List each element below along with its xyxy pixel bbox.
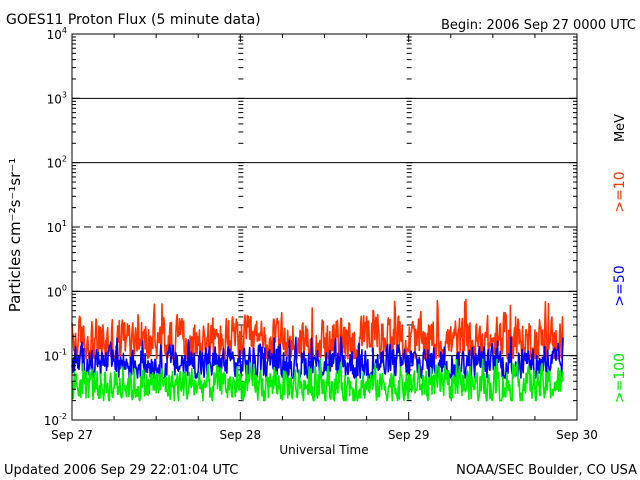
updated-time: Updated 2006 Sep 29 22:01:04 UTC — [4, 463, 238, 478]
y-axis-title: Particles cm⁻²s⁻¹sr⁻¹ — [6, 158, 24, 312]
legend-series-ge100: >=100 — [612, 353, 628, 403]
x-tick-label-0: Sep 27 — [51, 428, 93, 442]
y-tick-label-1: 103 — [47, 90, 67, 106]
y-tick-label-5: 10-1 — [44, 348, 67, 364]
legend-unit: MeV — [613, 114, 628, 142]
x-axis-title: Universal Time — [279, 443, 368, 457]
x-tick-label-3: Sep 30 — [556, 428, 598, 442]
frame-layer — [71, 33, 578, 421]
x-tick-labels: Sep 27 Sep 28 Sep 29 Sep 30 — [51, 428, 598, 442]
x-tick-label-2: Sep 29 — [388, 428, 430, 442]
series-line-ge50 — [71, 336, 564, 379]
legend-series-ge10: >=10 — [612, 171, 628, 212]
begin-time: Begin: 2006 Sep 27 0000 UTC — [441, 18, 636, 33]
series-line-ge10 — [71, 298, 564, 360]
series-line-ge100 — [71, 358, 564, 402]
series-layer — [71, 298, 564, 402]
y-tick-label-0: 104 — [47, 26, 67, 42]
credit-text: NOAA/SEC Boulder, CO USA — [456, 463, 637, 478]
y-tick-label-6: 10-2 — [44, 412, 67, 428]
y-tick-label-4: 100 — [47, 283, 67, 299]
x-tick-label-1: Sep 28 — [219, 428, 261, 442]
y-tick-label-3: 101 — [47, 219, 67, 235]
legend-series-ge50: >=50 — [612, 265, 628, 306]
y-tick-label-2: 102 — [47, 155, 67, 171]
y-tick-labels: 104 103 102 101 100 10-1 10-2 — [44, 26, 67, 428]
chart-title: GOES11 Proton Flux (5 minute data) — [6, 12, 261, 28]
